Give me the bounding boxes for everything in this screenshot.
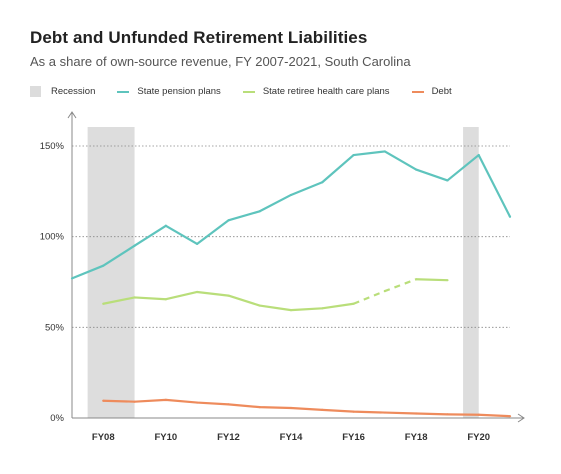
x-axis-arrow — [517, 413, 525, 423]
x-tick-label-FY18: FY18 — [405, 432, 428, 443]
series-point-health-2012 — [227, 294, 230, 297]
series-point-health-2016 — [352, 302, 355, 305]
recession-band-1 — [463, 127, 479, 418]
series-point-debt-2017 — [383, 411, 386, 414]
recession-band-0 — [87, 127, 135, 418]
series-line-debt — [103, 398, 511, 418]
legend-item-recession: Recession — [30, 86, 95, 97]
series-point-pension-2019 — [446, 179, 449, 182]
x-tick-label-FY16: FY16 — [342, 432, 365, 443]
series-point-debt-2008 — [102, 399, 105, 402]
series-point-debt-2011 — [196, 401, 199, 404]
series-point-health-2013 — [258, 304, 261, 307]
chart-subtitle: As a share of own-source revenue, FY 200… — [30, 54, 411, 69]
series-point-debt-2016 — [352, 410, 355, 413]
series-point-health-2018 — [415, 278, 418, 281]
series-point-debt-2020 — [477, 413, 480, 416]
legend-label-pension: State pension plans — [137, 86, 221, 97]
x-tick-label-FY10: FY10 — [154, 432, 177, 443]
series-point-pension-2014 — [289, 193, 293, 197]
series-point-pension-2016 — [352, 153, 355, 157]
series-point-health-2019 — [446, 279, 449, 282]
series-point-pension-2013 — [258, 210, 261, 213]
legend-swatch-health — [242, 90, 255, 93]
series-point-pension-2017 — [383, 150, 386, 153]
series-point-pension-2021 — [508, 215, 512, 218]
y-tick-label-0: 0% — [50, 413, 64, 424]
x-tick-label-FY20: FY20 — [467, 432, 490, 443]
chart-title: Debt and Unfunded Retirement Liabilities — [30, 28, 368, 47]
series-point-pension-2018 — [415, 168, 418, 171]
series-point-health-2017 — [383, 289, 386, 293]
series-point-health-2014 — [289, 309, 293, 312]
series-point-pension-2010 — [164, 224, 167, 227]
series-point-debt-2013 — [258, 406, 261, 409]
legend-swatch-debt — [411, 90, 424, 93]
series-point-debt-2014 — [289, 406, 293, 410]
series-point-debt-2012 — [227, 403, 230, 406]
x-tick-label-FY12: FY12 — [217, 432, 240, 443]
series-point-pension-2020 — [477, 153, 480, 157]
series-point-pension-2008 — [102, 264, 105, 267]
series-point-pension-2009 — [133, 244, 136, 247]
legend-swatch-pension — [117, 90, 130, 93]
legend-label-recession: Recession — [51, 86, 96, 97]
y-axis-arrow — [67, 111, 77, 119]
series-point-debt-2021 — [508, 415, 512, 418]
series-point-debt-2019 — [446, 413, 449, 416]
legend-label-health: State retiree health care plans — [262, 86, 390, 97]
series-line-pension — [71, 150, 511, 280]
series-point-debt-2015 — [321, 408, 324, 411]
y-tick-label-50: 50% — [45, 322, 65, 333]
series-point-debt-2018 — [415, 412, 418, 415]
series-point-debt-2010 — [164, 398, 167, 401]
series-point-health-2010 — [164, 298, 167, 301]
legend-item-debt: Debt — [411, 86, 452, 97]
x-tick-label-FY08: FY08 — [92, 432, 115, 443]
legend-item-health: State retiree health care plans — [242, 86, 390, 97]
series-point-health-2009 — [133, 296, 136, 299]
series-point-health-2011 — [196, 290, 199, 294]
series-point-debt-2009 — [133, 400, 136, 403]
legend-item-pension: State pension plans — [117, 86, 221, 97]
legend: Recession State pension plans State reti… — [30, 86, 474, 97]
x-tick-label-FY14: FY14 — [280, 432, 303, 443]
y-tick-label-150: 150% — [40, 141, 65, 152]
series-point-health-2015 — [321, 307, 324, 310]
series-point-pension-2015 — [321, 181, 324, 184]
legend-swatch-recession — [30, 86, 41, 97]
series-point-pension-2011 — [196, 242, 199, 246]
series-point-health-2008 — [102, 302, 105, 305]
y-tick-label-100: 100% — [40, 232, 65, 243]
series-point-pension-2007 — [70, 277, 74, 280]
series-line-health-solid-end — [416, 278, 448, 282]
legend-label-debt: Debt — [431, 86, 452, 97]
series-point-pension-2012 — [227, 219, 230, 222]
